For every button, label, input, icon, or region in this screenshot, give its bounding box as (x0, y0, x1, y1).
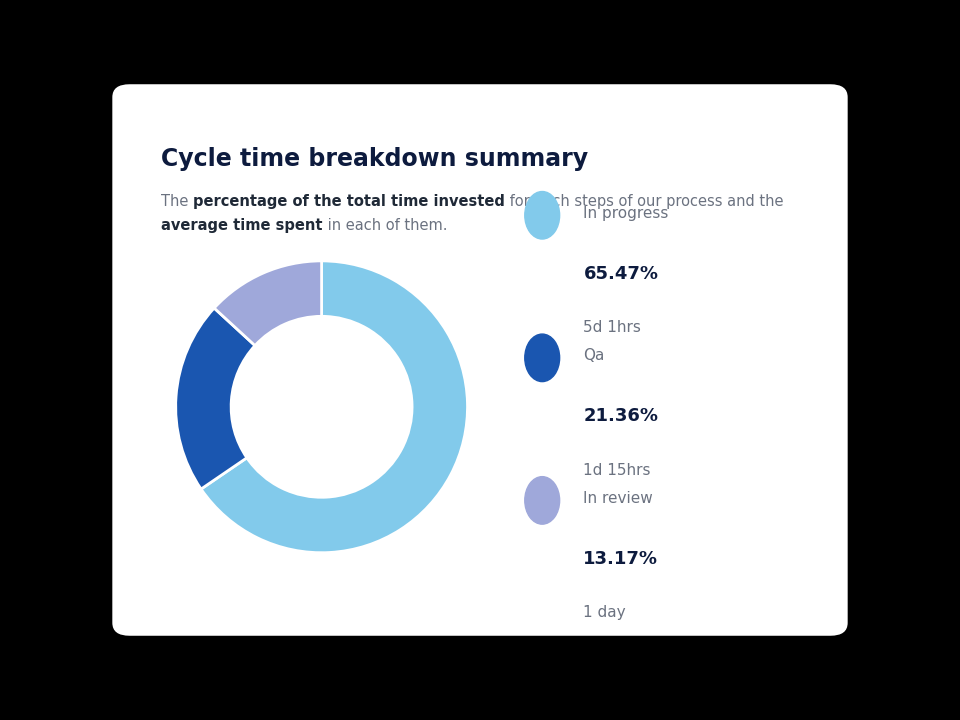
Circle shape (525, 334, 560, 382)
Text: The: The (161, 194, 193, 210)
Text: 13.17%: 13.17% (584, 550, 659, 567)
Text: Qa: Qa (584, 348, 605, 363)
Text: 21.36%: 21.36% (584, 408, 659, 425)
Text: 1d 15hrs: 1d 15hrs (584, 463, 651, 477)
Text: In review: In review (584, 491, 653, 505)
Text: Cycle time breakdown summary: Cycle time breakdown summary (161, 147, 588, 171)
Text: 5d 1hrs: 5d 1hrs (584, 320, 641, 335)
Text: 65.47%: 65.47% (584, 265, 659, 282)
Circle shape (525, 477, 560, 524)
Text: In progress: In progress (584, 206, 669, 220)
Circle shape (525, 192, 560, 239)
Text: percentage of the total time invested: percentage of the total time invested (193, 194, 505, 210)
Wedge shape (201, 261, 468, 553)
Text: for each steps of our process and the: for each steps of our process and the (505, 194, 783, 210)
Text: average time spent: average time spent (161, 218, 323, 233)
Text: 1 day: 1 day (584, 606, 626, 620)
Wedge shape (176, 308, 255, 489)
Wedge shape (214, 261, 322, 346)
Text: in each of them.: in each of them. (323, 218, 447, 233)
